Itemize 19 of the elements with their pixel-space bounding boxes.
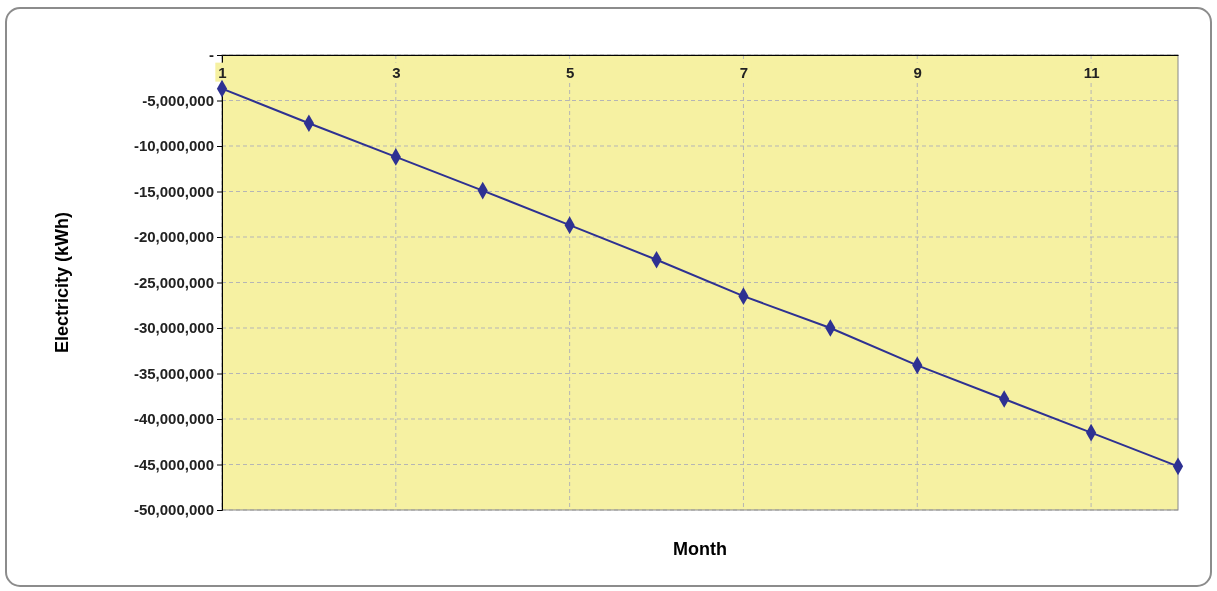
y-tick-label: - [209,46,214,64]
y-tick-label: -20,000,000 [133,228,214,246]
y-tick-label: -25,000,000 [133,273,214,291]
y-tick-label: -35,000,000 [133,364,214,382]
y-tick-label: -30,000,000 [133,319,214,337]
x-tick-label: 5 [565,63,575,81]
x-tick-label: 9 [913,63,922,81]
y-tick-label: -10,000,000 [133,137,214,155]
x-tick-label: 3 [392,63,401,81]
y-tick-label: -5,000,000 [142,91,214,109]
x-tick-label: 11 [1083,63,1100,81]
x-tick-label: 7 [739,63,749,81]
x-axis-title: Month [673,539,727,559]
y-tick-label: -40,000,000 [133,410,214,428]
y-tick-label: -45,000,000 [133,455,214,473]
y-axis-title: Electricity (kWh) [52,211,72,354]
x-tick-label: 1 [218,63,227,81]
y-tick-label: -15,000,000 [133,182,214,200]
y-tick-label: -50,000,000 [133,501,214,519]
